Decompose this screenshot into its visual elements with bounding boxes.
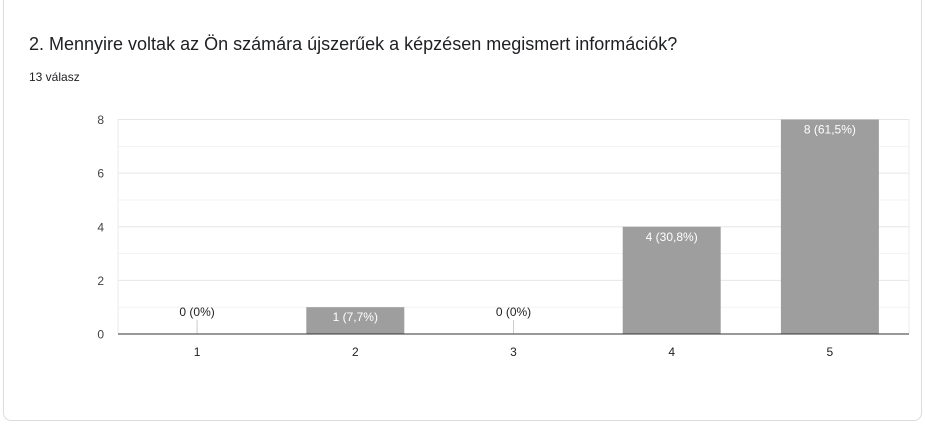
bar xyxy=(622,226,721,334)
x-tick-label: 1 xyxy=(194,345,201,359)
question-title: 2. Mennyire voltak az Ön számára újszerű… xyxy=(29,34,678,54)
x-tick-label: 5 xyxy=(827,345,834,359)
data-label: 4 (30,8%) xyxy=(646,230,698,244)
bars xyxy=(196,119,879,334)
y-tick-label: 8 xyxy=(97,113,104,127)
y-tick-label: 4 xyxy=(97,220,104,234)
y-axis-tick-labels: 0 2 4 6 8 xyxy=(97,113,104,342)
bar xyxy=(306,307,405,334)
data-label: 0 (0%) xyxy=(179,305,214,319)
gridlines xyxy=(117,119,910,335)
question-card xyxy=(3,0,922,421)
data-labels: 0 (0%) 1 (7,7%) 0 (0%) 4 (30,8%) 8 (61,5%) xyxy=(179,123,855,325)
bar xyxy=(780,119,879,334)
x-axis-tick-labels: 1 2 3 4 5 xyxy=(194,345,834,359)
data-label: 8 (61,5%) xyxy=(804,123,856,137)
y-tick-label: 6 xyxy=(97,167,104,181)
x-tick-label: 3 xyxy=(510,345,517,359)
response-count: 13 válasz xyxy=(29,70,80,84)
data-label: 0 (0%) xyxy=(496,305,531,319)
y-tick-label: 2 xyxy=(97,274,104,288)
y-tick-label: 0 xyxy=(97,328,104,342)
data-label: 1 (7,7%) xyxy=(333,310,378,324)
x-tick-label: 2 xyxy=(352,345,359,359)
x-tick-label: 4 xyxy=(668,345,675,359)
